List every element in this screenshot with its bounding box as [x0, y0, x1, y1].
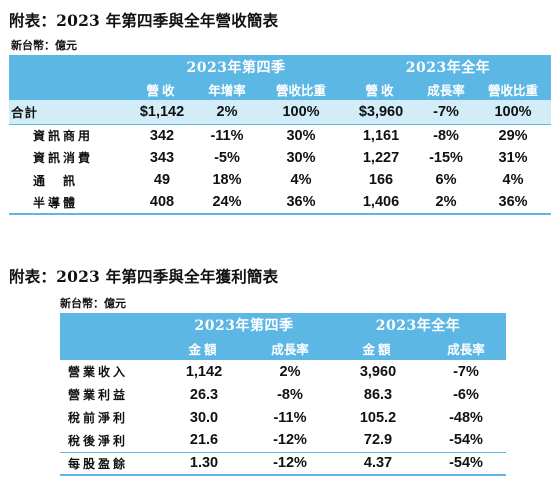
- row-label: 營業利益: [68, 388, 129, 402]
- table-cell: 342: [149, 127, 175, 144]
- table-cell: 29%: [498, 127, 528, 144]
- col-header: 營收比重: [257, 78, 346, 100]
- table-cell: 408: [127, 191, 197, 215]
- col-header: 金額: [330, 337, 426, 360]
- table-row: 半導體 408 24% 36% 1,406 2% 36%: [9, 191, 552, 215]
- table-cell: -54%: [426, 452, 506, 476]
- table-cell: -8%: [277, 386, 303, 403]
- profit-table-title: 附表：2023 年第四季與全年獲利簡表: [9, 267, 279, 286]
- table-row: 資訊消費 343 -5% 30% 1,227 -15% 31%: [9, 147, 551, 170]
- table-cell: -15%: [429, 149, 463, 166]
- table-cell: 1,142: [185, 363, 223, 380]
- profit-table: 2023年第四季 2023年全年 金額 成長率 金額 成長率 營業收入 1,14…: [60, 313, 506, 476]
- table-cell: -11%: [210, 127, 244, 144]
- header-fy-group: 2023年全年: [345, 55, 552, 78]
- row-label: 稅前淨利: [68, 411, 129, 425]
- row-label: 合計: [9, 100, 127, 125]
- table-cell: -48%: [449, 409, 483, 426]
- table-cell: 31%: [498, 149, 528, 166]
- table-cell: -7%: [417, 100, 476, 125]
- profit-header-groups: 2023年第四季 2023年全年: [60, 313, 506, 337]
- total-row: 合計 $1,142 2% 100% $3,960 -7% 100%: [9, 100, 552, 125]
- row-label: 每股盈餘: [60, 452, 158, 476]
- table-cell: $1,142: [127, 100, 197, 125]
- table-cell: 4%: [502, 172, 524, 189]
- profit-header-columns: 金額 成長率 金額 成長率: [60, 337, 506, 360]
- table-cell: 1,161: [362, 127, 400, 144]
- table-cell: 86.3: [363, 386, 393, 403]
- table-cell: 36%: [475, 191, 552, 215]
- table-cell: 36%: [257, 191, 346, 215]
- header-blank: [9, 78, 127, 100]
- table-cell: 1.30: [158, 452, 250, 476]
- table-cell: 4.37: [330, 452, 426, 476]
- table-row: 營業收入 1,142 2% 3,960 -7%: [60, 360, 506, 383]
- table-cell: -11%: [273, 409, 307, 426]
- table-row: 稅前淨利 30.0 -11% 105.2 -48%: [60, 406, 506, 429]
- table-cell: 18%: [212, 172, 242, 189]
- header-q4-group: 2023年第四季: [127, 55, 346, 78]
- row-label: 通 訊: [33, 173, 79, 188]
- table-cell: -12%: [250, 429, 330, 453]
- table-cell: 2%: [417, 191, 476, 215]
- revenue-table-title: 附表：2023 年第四季與全年營收簡表: [9, 11, 279, 30]
- table-cell: $3,960: [345, 100, 418, 125]
- table-cell: 4%: [290, 172, 312, 189]
- header-blank: [60, 313, 158, 337]
- table-cell: 21.6: [158, 429, 250, 453]
- table-cell: 1,406: [345, 191, 418, 215]
- col-header: 營收: [345, 78, 418, 100]
- table-row: 營業利益 26.3 -8% 86.3 -6%: [60, 383, 506, 406]
- table-row: 稅後淨利 21.6 -12% 72.9 -54%: [60, 429, 506, 453]
- table-row: 通 訊 49 18% 4% 166 6% 4%: [9, 169, 551, 192]
- table-cell: 2%: [279, 363, 301, 380]
- table-cell: -5%: [214, 149, 240, 166]
- revenue-table: 2023年第四季 2023年全年 營收 年增率 營收比重 營收 成長率 營收比重…: [9, 55, 552, 215]
- table-cell: 30.0: [189, 409, 219, 426]
- row-label: 營業收入: [68, 365, 129, 379]
- header-q4-group: 2023年第四季: [158, 313, 330, 337]
- col-header: 年增率: [197, 78, 257, 100]
- col-header: 營收: [127, 78, 197, 100]
- table-cell: -54%: [426, 429, 506, 453]
- table-cell: 49: [153, 172, 171, 189]
- table-cell: 166: [368, 172, 394, 189]
- table-cell: 105.2: [359, 409, 397, 426]
- table-cell: 3,960: [359, 363, 397, 380]
- revenue-header-groups: 2023年第四季 2023年全年: [9, 55, 552, 78]
- table-row: 資訊商用 342 -11% 30% 1,161 -8% 29%: [9, 124, 551, 147]
- table-row: 每股盈餘 1.30 -12% 4.37 -54%: [60, 452, 506, 476]
- row-label: 半導體: [9, 191, 127, 215]
- table-cell: 1,227: [362, 149, 400, 166]
- table-cell: 30%: [286, 127, 316, 144]
- revenue-header-columns: 營收 年增率 營收比重 營收 成長率 營收比重: [9, 78, 552, 100]
- header-blank: [60, 337, 158, 360]
- table-cell: -7%: [453, 363, 479, 380]
- table-cell: 26.3: [189, 386, 219, 403]
- table-cell: -12%: [250, 452, 330, 476]
- table-cell: 100%: [257, 100, 346, 125]
- revenue-unit-label: 新台幣：億元: [11, 39, 77, 52]
- col-header: 成長率: [250, 337, 330, 360]
- col-header: 成長率: [426, 337, 506, 360]
- table-cell: 72.9: [330, 429, 426, 453]
- row-label: 資訊商用: [33, 129, 94, 143]
- table-cell: -8%: [433, 127, 459, 144]
- row-label: 稅後淨利: [60, 429, 158, 453]
- table-cell: 6%: [435, 172, 457, 189]
- table-cell: 100%: [475, 100, 552, 125]
- table-cell: 343: [149, 149, 175, 166]
- header-blank: [9, 55, 127, 78]
- profit-unit-label: 新台幣：億元: [60, 297, 126, 310]
- table-cell: -6%: [453, 386, 479, 403]
- col-header: 營收比重: [475, 78, 552, 100]
- table-cell: 30%: [286, 149, 316, 166]
- table-cell: 24%: [197, 191, 257, 215]
- table-cell: 2%: [197, 100, 257, 125]
- header-fy-group: 2023年全年: [330, 313, 506, 337]
- row-label: 資訊消費: [33, 151, 94, 166]
- col-header: 金額: [158, 337, 250, 360]
- col-header: 成長率: [417, 78, 476, 100]
